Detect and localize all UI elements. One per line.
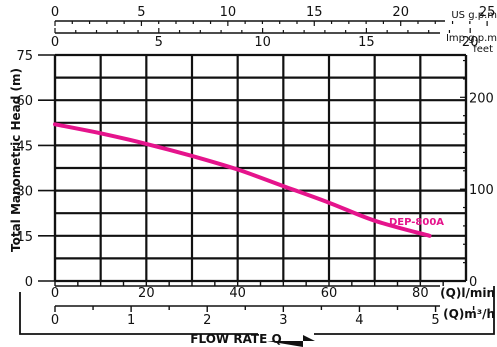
x-tick-label: 60 <box>321 286 338 301</box>
m3h-tick-label: 4 <box>355 313 363 328</box>
us-gpm-tick-label: 20 <box>392 5 409 20</box>
m3h-tick-label: 0 <box>51 313 59 328</box>
top-us-gpm-unit-label: US g.p.m <box>451 10 497 21</box>
imp-gpm-tick-label: 20 <box>462 35 479 50</box>
y-tick-label: 60 <box>16 94 33 109</box>
chart-series <box>53 122 432 238</box>
right-feet-unit-label: feet <box>473 44 493 55</box>
us-gpm-tick-label: 10 <box>220 5 237 20</box>
m3h-tick-label: 5 <box>431 313 439 328</box>
us-gpm-tick-label: 25 <box>479 5 496 20</box>
y-tick-label: 0 <box>25 275 33 290</box>
feet-tick-label: 100 <box>469 183 494 198</box>
top-imp-gpm-unit-label: Imp g.p.m <box>446 33 497 44</box>
x-tick-label: 80 <box>412 286 429 301</box>
m3h-tick-label: 3 <box>279 313 287 328</box>
y-tick-label: 30 <box>16 185 33 200</box>
y-axis-title: Total Manometric Head (m) <box>9 68 23 252</box>
x-axis-lmin-unit-label: (Q)l/min <box>440 286 495 300</box>
imp-gpm-tick-label: 15 <box>358 35 375 50</box>
imp-gpm-tick-label: 10 <box>254 35 271 50</box>
series-label-dep-800a: DEP-800A <box>389 217 444 228</box>
y-tick-label: 75 <box>16 49 33 64</box>
axis-title-bracket <box>19 292 258 335</box>
imp-gpm-tick-label: 0 <box>51 35 59 50</box>
us-gpm-tick-label: 15 <box>306 5 323 20</box>
x-tick-label: 0 <box>51 286 59 301</box>
y-tick-label: 15 <box>16 230 33 245</box>
x-tick-label: 40 <box>229 286 246 301</box>
feet-tick-label: 200 <box>469 91 494 106</box>
axis-title-bracket-right <box>314 286 495 335</box>
chart-grid <box>53 53 468 283</box>
x-axis-title: FLOW RATE Q <box>190 332 281 346</box>
m3h-tick-label: 1 <box>127 313 135 328</box>
imp-gpm-tick-label: 5 <box>155 35 163 50</box>
series-line-0 <box>53 122 432 238</box>
bottom-m3h-unit-label: (Q)m³/h <box>443 307 495 321</box>
m3h-tick-label: 2 <box>203 313 211 328</box>
chart-axes <box>19 20 495 347</box>
x-axis-arrow <box>267 335 315 347</box>
feet-tick-label: 0 <box>469 275 477 290</box>
us-gpm-tick-label: 0 <box>51 5 59 20</box>
us-gpm-tick-label: 5 <box>137 5 145 20</box>
x-tick-label: 20 <box>138 286 155 301</box>
y-tick-label: 45 <box>16 139 33 154</box>
